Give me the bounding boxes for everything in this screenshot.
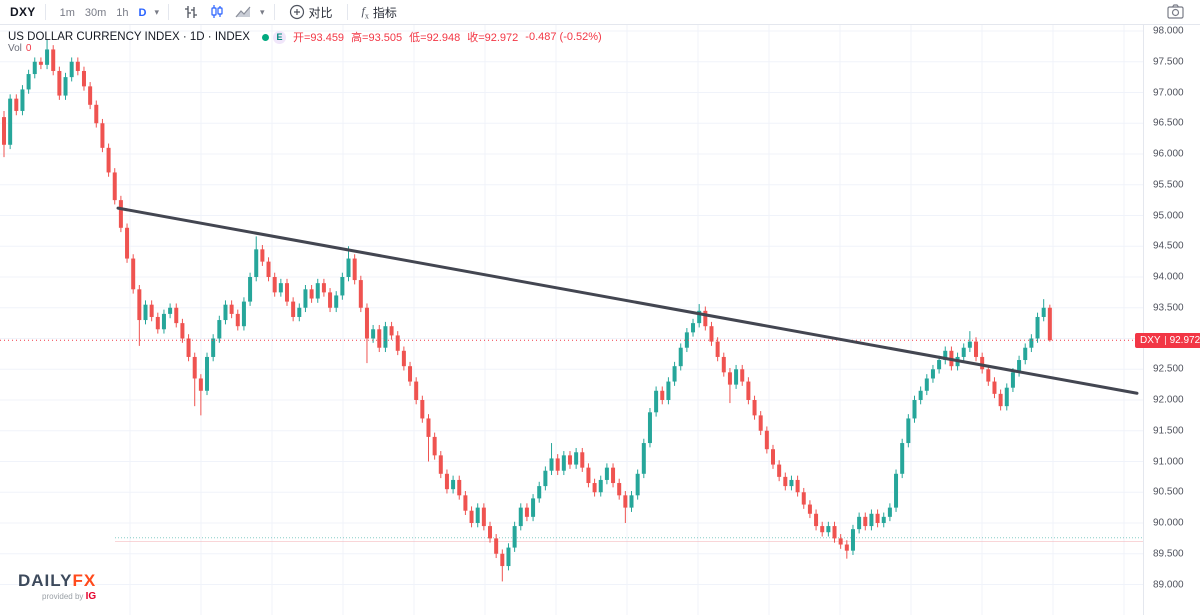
indicators-label[interactable]: 指标 xyxy=(372,5,397,20)
chevron-down-icon[interactable]: ▾ xyxy=(154,6,159,17)
price-axis-label: 90.500 xyxy=(1153,486,1184,498)
indicators-button[interactable]: fx 指标 xyxy=(361,3,397,21)
toolbar-divider xyxy=(44,4,46,20)
price-axis-label: 93.500 xyxy=(1153,302,1184,314)
legend-title: US DOLLAR CURRENCY INDEX · 1D · INDEX xyxy=(8,31,250,43)
price-axis-label: 89.500 xyxy=(1153,548,1184,560)
price-axis-label: 97.500 xyxy=(1153,56,1184,68)
area-chart-icon[interactable] xyxy=(235,4,252,20)
toolbar-divider xyxy=(168,4,169,20)
trendline-drawing[interactable] xyxy=(116,206,1139,395)
price-axis-label: 97.000 xyxy=(1153,87,1184,98)
symbol-button[interactable]: DXY xyxy=(10,5,36,19)
price-axis-label: 96.000 xyxy=(1153,148,1184,160)
timeframe-1m[interactable]: 1m xyxy=(59,7,75,19)
price-axis-label: 95.500 xyxy=(1153,179,1184,191)
price-axis-label: 94.500 xyxy=(1153,240,1184,252)
price-axis-label: 96.500 xyxy=(1153,117,1184,129)
candles-layer xyxy=(2,39,1052,582)
toolbar-divider xyxy=(273,4,275,20)
chart-canvas[interactable] xyxy=(0,0,1143,615)
price-axis-label: 98.000 xyxy=(1153,25,1184,37)
exchange-badge: E xyxy=(272,30,286,44)
legend-change: -0.487 (-0.52%) xyxy=(525,31,602,43)
camera-icon[interactable] xyxy=(1167,4,1184,24)
price-axis[interactable]: 98.000 97.500 97.000 96.500 96.000 95.500 95.0… xyxy=(1143,25,1200,615)
price-axis-label: 92.000 xyxy=(1153,394,1184,406)
volume-value: 0 xyxy=(25,43,32,54)
market-status-dot-icon xyxy=(261,33,269,41)
price-axis-label: 95.000 xyxy=(1153,210,1184,221)
legend-open: 开=93.459 xyxy=(292,32,345,44)
chart-legend: US DOLLAR CURRENCY INDEX · 1D · INDEX E … xyxy=(8,29,602,45)
legend-low: 低=92.948 xyxy=(409,32,461,44)
dailyfx-logo: DAILYFX provided by IG xyxy=(18,571,97,603)
legend-high: 高=93.505 xyxy=(351,32,403,44)
top-toolbar: DXY 1m 30m 1h D ▾ ▾ 对比 fx 指标 xyxy=(0,0,1200,25)
timeframe-group: 1m 30m 1h D xyxy=(55,3,152,21)
volume-row: Vol 0 xyxy=(8,43,31,54)
status-badge: E xyxy=(261,30,286,44)
toolbar-divider xyxy=(346,4,348,20)
price-axis-label: 91.000 xyxy=(1153,456,1184,467)
price-axis-label: 90.000 xyxy=(1153,517,1184,529)
grid-layer xyxy=(0,25,1143,615)
current-price-tag: DXY 92.972 xyxy=(1135,333,1200,349)
price-axis-label: 91.500 xyxy=(1153,425,1184,437)
bars-chart-icon[interactable] xyxy=(183,4,199,20)
volume-label: Vol xyxy=(8,43,22,54)
timeframe-30m[interactable]: 30m xyxy=(84,7,107,19)
price-axis-label: 89.000 xyxy=(1153,579,1184,590)
compare-label[interactable]: 对比 xyxy=(308,5,333,20)
compare-button[interactable]: 对比 xyxy=(289,4,333,21)
candles-chart-icon[interactable] xyxy=(209,4,225,20)
legend-close: 收=92.972 xyxy=(467,32,519,44)
timeframe-1h[interactable]: 1h xyxy=(116,7,129,19)
timeframe-D[interactable]: D xyxy=(138,7,147,19)
price-axis-label: 94.000 xyxy=(1153,271,1184,283)
price-axis-label: 92.500 xyxy=(1153,363,1184,375)
chevron-down-icon[interactable]: ▾ xyxy=(260,6,265,17)
